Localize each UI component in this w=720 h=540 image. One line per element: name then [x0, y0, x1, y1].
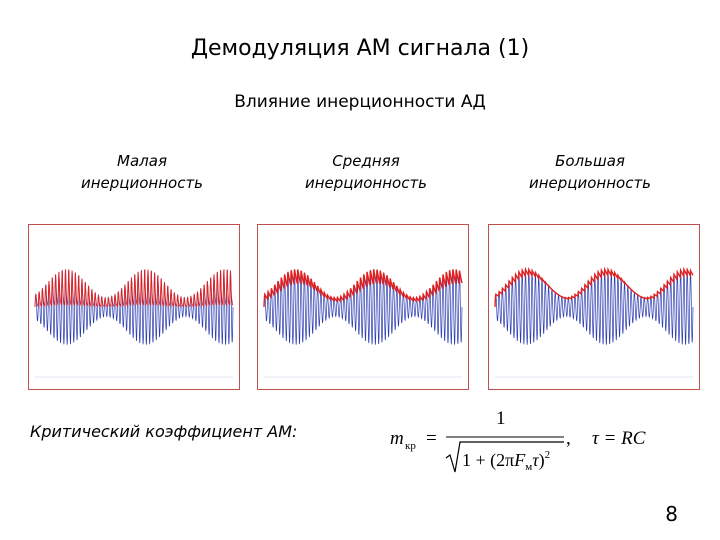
carrier-signal [494, 269, 694, 345]
formula-lhs-sub: кр [405, 440, 416, 452]
sqrt-sign [445, 441, 564, 473]
detector-output [263, 269, 463, 308]
caption-high-line2: инерционность [528, 174, 652, 192]
caption-high-line1: Большая [555, 152, 625, 170]
detector-output [494, 266, 694, 308]
slide-title: Демодуляция АМ сигнала (1) [190, 36, 530, 61]
plot-panel-low [28, 224, 240, 390]
detector-output [34, 269, 234, 308]
formula-numerator: 1 [496, 408, 506, 429]
caption-high-inertia: Большая инерционность [490, 150, 690, 194]
caption-medium-line2: инерционность [304, 174, 428, 192]
caption-low-inertia: Малая инерционность [42, 150, 242, 194]
plot-low-svg [34, 269, 234, 378]
plot-panel-high [488, 224, 700, 390]
formula-tau: τ = RC [592, 428, 646, 449]
carrier-signal [34, 269, 234, 345]
formula-comma: , [566, 428, 571, 449]
critical-formula: m кр = 1 1 + (2πFмτ)2 , τ = RC [386, 406, 686, 478]
plot-medium-svg [263, 269, 463, 378]
slide-subtitle: Влияние инерционности АД [234, 92, 486, 112]
formula-denominator: 1 + (2πFмτ)2 [462, 449, 550, 473]
formula-equals: = [426, 428, 437, 449]
critical-coefficient-label: Критический коэффициент АМ: [30, 422, 298, 441]
caption-low-line2: инерционность [80, 174, 204, 192]
carrier-signal [263, 269, 463, 345]
plot-high-svg [494, 266, 694, 378]
caption-medium-line1: Средняя [332, 152, 400, 170]
caption-low-line1: Малая [117, 152, 167, 170]
caption-medium-inertia: Средняя инерционность [266, 150, 466, 194]
plot-panel-medium [257, 224, 469, 390]
formula-lhs: m [390, 428, 404, 449]
page-number: 8 [665, 502, 678, 526]
formula-svg: m кр = 1 1 + (2πFмτ)2 , τ = RC [390, 408, 646, 473]
